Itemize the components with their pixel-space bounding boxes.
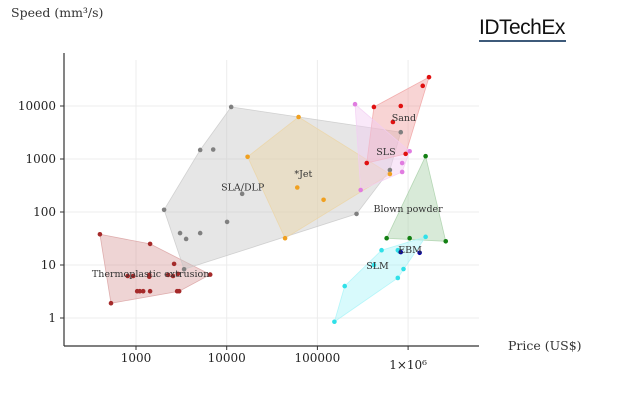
y-tick-label: 1000 — [25, 152, 56, 166]
slm-point — [342, 283, 348, 289]
x-tick-label: 100000 — [294, 351, 340, 365]
blown-powder-label: Blown powder — [374, 204, 444, 215]
sla-dlp-point — [228, 104, 234, 110]
sla-dlp-point — [183, 236, 189, 242]
group-hulls — [99, 76, 447, 323]
slm-hull — [333, 236, 427, 323]
slm-point — [423, 234, 428, 240]
thermoplastic-extrusion-point — [125, 273, 130, 279]
ebm-point — [398, 249, 404, 255]
thermoplastic-extrusion-point — [147, 288, 153, 294]
sls-point — [358, 187, 363, 193]
x-tick-label: 1000 — [121, 351, 152, 365]
thermoplastic-extrusion-point — [171, 261, 177, 267]
sla-dlp-hull — [163, 106, 402, 270]
sls-point — [407, 148, 412, 154]
sla-dlp-point — [224, 219, 230, 225]
jet-point — [245, 154, 250, 160]
sls-point — [399, 160, 405, 166]
slm-point — [395, 275, 401, 281]
thermoplastic-extrusion-label: Thermoplastic extrusion — [92, 269, 209, 280]
blown-powder-point — [443, 239, 449, 244]
jet-point — [387, 171, 393, 177]
thermoplastic-extrusion-point — [176, 288, 182, 294]
jet-point — [321, 197, 326, 203]
jet-point — [296, 114, 301, 120]
thermoplastic-extrusion-point — [165, 272, 171, 278]
thermoplastic-extrusion-point — [108, 300, 114, 306]
data-points — [97, 74, 449, 325]
sla-dlp-point — [177, 230, 183, 236]
sla-dlp-label: SLA/DLP — [221, 182, 265, 193]
sand-point — [371, 104, 377, 110]
sand-point — [420, 83, 426, 89]
jet-point — [294, 185, 300, 190]
y-tick-label: 10000 — [18, 99, 56, 113]
idtechex-logo: IDTechEx — [479, 15, 566, 42]
thermoplastic-extrusion-point — [170, 273, 176, 279]
y-tick-label: 100 — [33, 205, 56, 219]
gridlines — [64, 60, 479, 346]
thermoplastic-extrusion-point — [147, 241, 153, 247]
sand-label: Sand — [392, 113, 416, 124]
x-axis-label: Price (US$) — [508, 338, 582, 353]
sla-dlp-point — [197, 147, 203, 153]
sand-point — [403, 151, 408, 157]
blown-powder-point — [384, 235, 389, 241]
thermoplastic-extrusion-point — [130, 273, 136, 279]
sla-dlp-point — [239, 191, 245, 197]
group-labels: Thermoplastic extrusion SLA/DLP *Jet Sand SL… — [92, 113, 443, 280]
sla-dlp-point — [197, 230, 203, 236]
slm-label: SLM — [366, 261, 389, 272]
sls-point — [352, 101, 358, 107]
sls-point — [399, 169, 405, 175]
sla-dlp-point — [398, 129, 404, 135]
sla-dlp-point — [210, 147, 216, 152]
thermoplastic-extrusion-point — [97, 231, 103, 237]
y-tick-label: 1 — [48, 311, 56, 325]
jet-label: *Jet — [294, 169, 312, 180]
slm-point — [401, 266, 406, 272]
thermoplastic-extrusion-point — [207, 272, 213, 277]
x-tick-label: 1×10⁶ — [389, 358, 427, 372]
sand-point — [398, 103, 404, 109]
sla-dlp-point — [354, 211, 359, 217]
sand-point — [390, 119, 396, 125]
x-tick-label: 10000 — [208, 351, 246, 365]
y-tick-label: 10 — [41, 258, 56, 272]
blown-powder-point — [407, 235, 412, 241]
thermoplastic-extrusion-point — [137, 288, 143, 294]
slm-point — [371, 262, 377, 268]
jet-point — [282, 235, 288, 241]
ebm-point — [417, 250, 422, 256]
slm-point — [332, 319, 337, 325]
slm-point — [379, 247, 384, 253]
thermoplastic-extrusion-hull — [99, 233, 212, 304]
sls-label: SLS — [376, 147, 395, 158]
sand-point — [426, 74, 432, 80]
sla-dlp-point — [161, 207, 167, 213]
y-axis-label: Speed (mm³/s) — [11, 5, 103, 20]
thermoplastic-extrusion-point — [140, 288, 146, 294]
sla-dlp-point — [387, 167, 393, 173]
axis-ticks: 1000 10000 100000 1×10⁶ 1 10 100 1000 10000 — [18, 99, 427, 372]
sand-point — [364, 160, 370, 166]
blown-powder-point — [423, 153, 428, 159]
ebm-label: EBM — [398, 245, 422, 256]
thermoplastic-extrusion-point — [146, 272, 152, 278]
thermoplastic-extrusion-point — [175, 271, 181, 277]
sla-dlp-point — [181, 266, 187, 272]
